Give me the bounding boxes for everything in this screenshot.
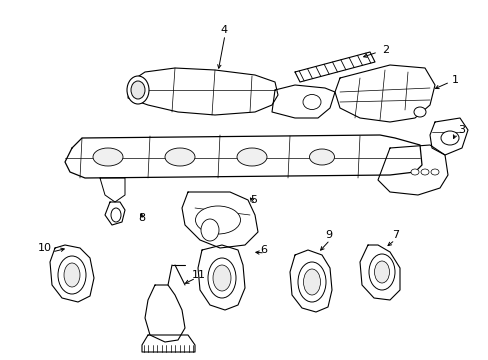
Ellipse shape <box>297 262 325 302</box>
Polygon shape <box>105 202 125 225</box>
Polygon shape <box>145 285 184 342</box>
Text: 5: 5 <box>249 195 257 205</box>
Polygon shape <box>198 245 244 310</box>
Ellipse shape <box>413 107 425 117</box>
Polygon shape <box>289 250 331 312</box>
Ellipse shape <box>111 208 121 222</box>
Text: 10: 10 <box>38 243 52 253</box>
Polygon shape <box>359 245 399 300</box>
Ellipse shape <box>420 169 428 175</box>
Ellipse shape <box>127 76 149 104</box>
Text: 1: 1 <box>451 75 458 85</box>
Ellipse shape <box>440 131 458 145</box>
Ellipse shape <box>309 149 334 165</box>
Ellipse shape <box>374 261 389 283</box>
Text: 7: 7 <box>391 230 398 240</box>
Polygon shape <box>271 85 334 118</box>
Text: 3: 3 <box>457 125 464 135</box>
Text: 11: 11 <box>192 270 205 280</box>
Ellipse shape <box>207 258 236 298</box>
Text: 8: 8 <box>138 213 145 223</box>
Ellipse shape <box>303 95 320 109</box>
Ellipse shape <box>93 148 123 166</box>
Ellipse shape <box>201 219 219 241</box>
Polygon shape <box>100 178 125 202</box>
Ellipse shape <box>164 148 195 166</box>
Ellipse shape <box>64 263 80 287</box>
Ellipse shape <box>430 169 438 175</box>
Ellipse shape <box>213 265 230 291</box>
Text: 4: 4 <box>220 25 226 35</box>
Ellipse shape <box>368 254 394 290</box>
Ellipse shape <box>237 148 266 166</box>
Polygon shape <box>128 68 278 115</box>
Polygon shape <box>182 192 258 248</box>
Polygon shape <box>294 52 374 82</box>
Ellipse shape <box>195 206 240 234</box>
Text: 9: 9 <box>325 230 331 240</box>
Ellipse shape <box>410 169 418 175</box>
Ellipse shape <box>303 269 320 295</box>
Polygon shape <box>50 245 94 302</box>
Ellipse shape <box>131 81 145 99</box>
Polygon shape <box>377 145 447 195</box>
Ellipse shape <box>58 256 86 294</box>
Text: 2: 2 <box>381 45 388 55</box>
Polygon shape <box>65 135 421 178</box>
Polygon shape <box>429 118 467 155</box>
Text: 6: 6 <box>260 245 266 255</box>
Polygon shape <box>334 65 434 122</box>
Polygon shape <box>142 335 195 352</box>
